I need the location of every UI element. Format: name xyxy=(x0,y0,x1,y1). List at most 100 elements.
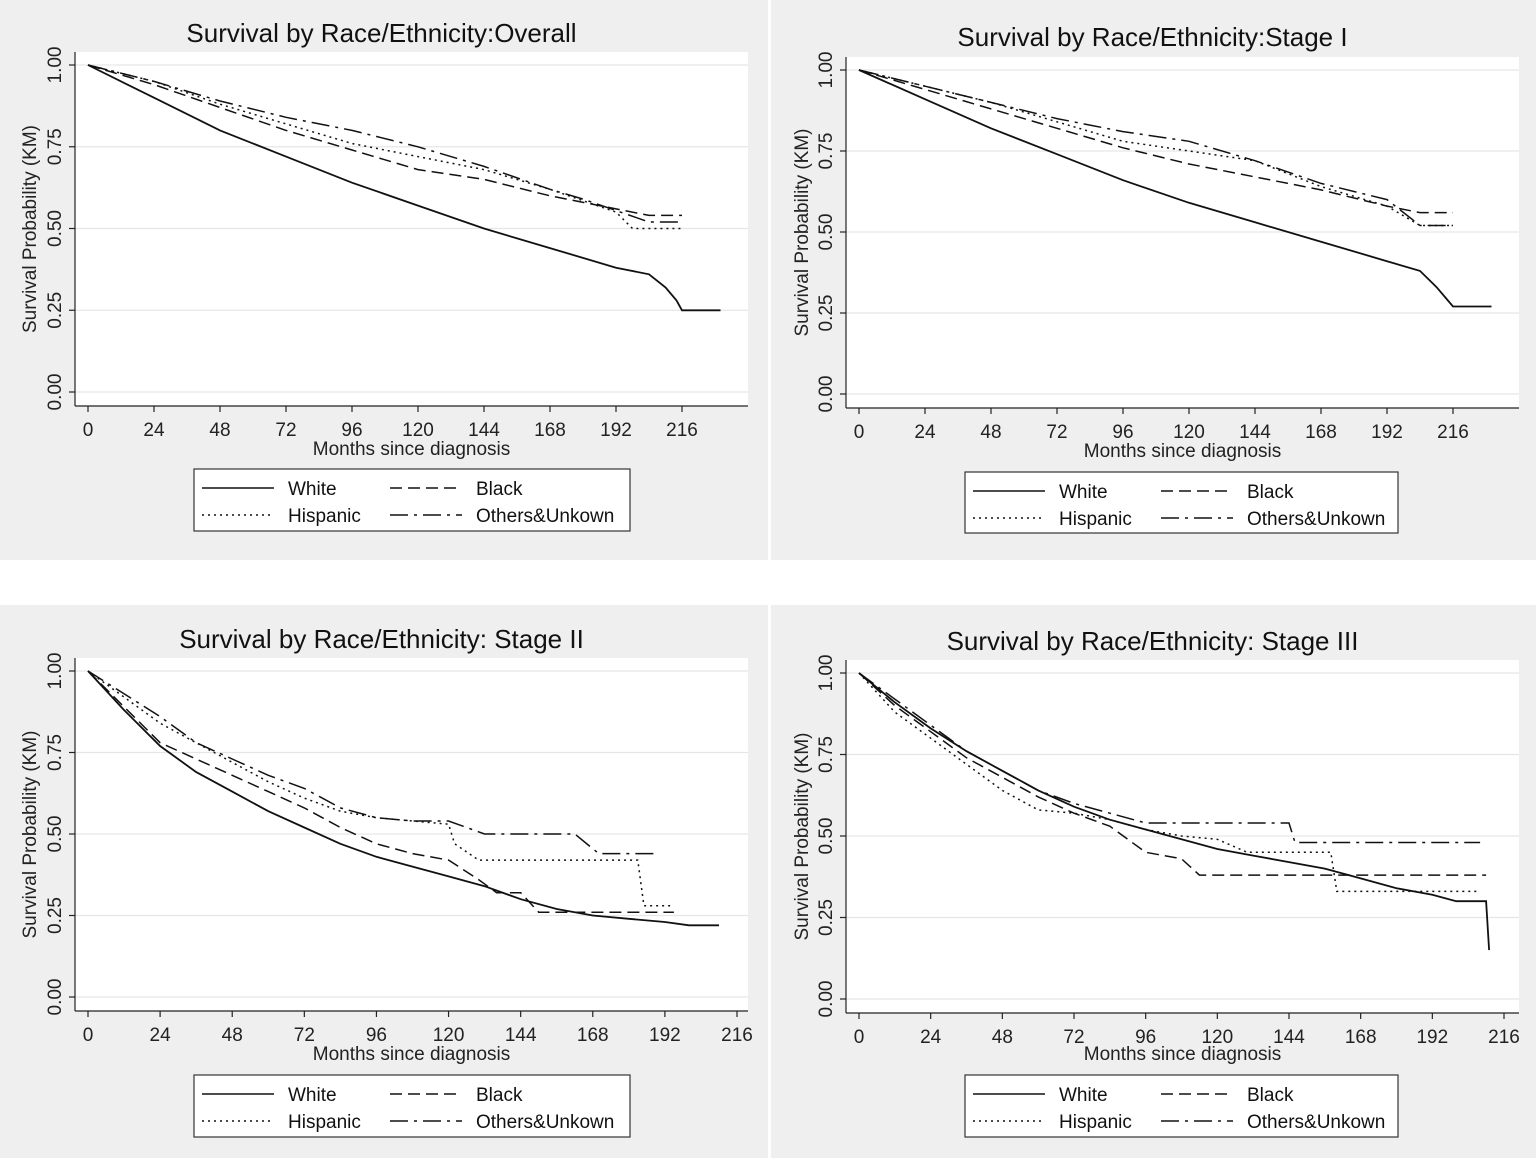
y-tick-label: 0.75 xyxy=(45,128,66,165)
chart-title: Survival by Race/Ethnicity: Stage III xyxy=(947,626,1359,656)
x-tick-label: 168 xyxy=(1345,1027,1377,1048)
series-line-hispanic xyxy=(87,64,682,230)
legend-label: Black xyxy=(476,479,523,500)
chart-panel-stage-ii: 0.00 0.25 0.50 0.75 1.00 0 24 48 72 96 120 144 168 19… xyxy=(0,605,768,1158)
series-line-others-unkown xyxy=(858,69,1453,227)
y-tick-label: 0.50 xyxy=(816,214,837,251)
x-tick-label: 120 xyxy=(402,420,434,441)
chart-title: Survival by Race/Ethnicity: Stage II xyxy=(179,624,584,654)
legend-label: Others&Unkown xyxy=(1247,1112,1385,1133)
x-tick-label: 0 xyxy=(854,422,865,443)
chart-title: Survival by Race/Ethnicity:Overall xyxy=(186,18,576,48)
chart-panel-stage-i: 0.00 0.25 0.50 0.75 1.00 0 24 48 72 96 120 144 168 19… xyxy=(771,0,1536,560)
y-tick-label: 1.00 xyxy=(816,52,837,89)
x-tick-label: 72 xyxy=(275,420,296,441)
series-line-others-unkown xyxy=(87,670,659,855)
y-tick-label: 1.00 xyxy=(45,47,66,84)
y-tick-label: 0.25 xyxy=(45,897,66,934)
series-line-black xyxy=(87,670,674,913)
x-tick-label: 192 xyxy=(1371,422,1403,443)
x-tick-label: 144 xyxy=(1239,422,1271,443)
chart-svg-stage-ii: 0.00 0.25 0.50 0.75 1.00 0 24 48 72 96 120 144 168 19… xyxy=(20,624,753,1138)
series-line-black xyxy=(858,69,1453,214)
y-tick-label: 1.00 xyxy=(816,655,837,692)
x-tick-label: 120 xyxy=(1201,1027,1233,1048)
x-tick-label: 96 xyxy=(1112,422,1133,443)
y-axis-title: Survival Probability (KM) xyxy=(792,129,813,337)
x-tick-label: 168 xyxy=(577,1025,609,1046)
chart-panel-overall: 0.00 0.25 0.50 0.75 1.00 0 24 48 72 96 120 144 168 19… xyxy=(0,0,768,560)
x-tick-label: 144 xyxy=(468,420,500,441)
y-axis-title: Survival Probability (KM) xyxy=(20,731,41,939)
y-tick-label: 0.25 xyxy=(45,292,66,329)
x-tick-label: 144 xyxy=(505,1025,537,1046)
x-tick-label: 48 xyxy=(209,420,230,441)
legend-label: Black xyxy=(476,1085,523,1106)
series-line-hispanic xyxy=(858,69,1453,227)
chart-svg-stage-i: 0.00 0.25 0.50 0.75 1.00 0 24 48 72 96 120 144 168 19… xyxy=(792,22,1519,534)
legend-label: Hispanic xyxy=(288,1112,361,1133)
x-tick-label: 96 xyxy=(366,1025,387,1046)
y-axis-title: Survival Probability (KM) xyxy=(792,733,813,941)
y-tick-label: 0.75 xyxy=(816,133,837,170)
x-tick-label: 72 xyxy=(1063,1027,1084,1048)
series-line-white xyxy=(858,69,1492,308)
legend xyxy=(964,1074,1399,1138)
x-tick-label: 168 xyxy=(1305,422,1337,443)
y-tick-label: 0.00 xyxy=(816,981,837,1018)
legend-label: White xyxy=(1059,482,1108,503)
legend-label: Hispanic xyxy=(1059,509,1132,530)
legend-label: White xyxy=(1059,1085,1108,1106)
y-tick-label: 0.00 xyxy=(816,376,837,413)
chart-svg-stage-iii: 0.00 0.25 0.50 0.75 1.00 0 24 48 72 96 120 144 168 19… xyxy=(792,626,1520,1138)
x-tick-label: 0 xyxy=(854,1027,865,1048)
series-line-white xyxy=(87,670,719,927)
series-line-others-unkown xyxy=(87,64,682,223)
legend-label: White xyxy=(288,479,337,500)
x-tick-label: 24 xyxy=(150,1025,172,1046)
legend-label: Black xyxy=(1247,1085,1294,1106)
x-tick-label: 48 xyxy=(222,1025,243,1046)
y-tick-label: 0.00 xyxy=(45,374,66,411)
y-tick-label: 0.75 xyxy=(45,734,66,771)
y-tick-label: 0.75 xyxy=(816,736,837,773)
x-tick-label: 0 xyxy=(83,1025,94,1046)
x-tick-label: 192 xyxy=(649,1025,681,1046)
x-tick-label: 144 xyxy=(1273,1027,1305,1048)
x-axis-title: Months since diagnosis xyxy=(1084,441,1282,462)
x-tick-label: 48 xyxy=(980,422,1001,443)
x-tick-label: 48 xyxy=(992,1027,1013,1048)
legend-label: Others&Unkown xyxy=(476,506,614,527)
legend-label: Hispanic xyxy=(288,506,361,527)
chart-panel-stage-iii: 0.00 0.25 0.50 0.75 1.00 0 24 48 72 96 120 144 168 19… xyxy=(771,605,1536,1158)
legend xyxy=(193,1074,631,1138)
x-tick-label: 120 xyxy=(433,1025,465,1046)
series-line-black xyxy=(87,64,682,217)
x-tick-label: 216 xyxy=(1488,1027,1520,1048)
x-tick-label: 192 xyxy=(600,420,632,441)
y-tick-label: 0.50 xyxy=(45,816,66,853)
x-tick-label: 216 xyxy=(666,420,698,441)
x-tick-label: 216 xyxy=(721,1025,753,1046)
x-tick-label: 24 xyxy=(143,420,165,441)
legend-label: White xyxy=(288,1085,337,1106)
chart-svg-overall: 0.00 0.25 0.50 0.75 1.00 0 24 48 72 96 120 144 168 19… xyxy=(20,18,748,532)
y-tick-label: 0.00 xyxy=(45,979,66,1016)
x-tick-label: 72 xyxy=(1046,422,1067,443)
x-tick-label: 96 xyxy=(1135,1027,1156,1048)
series-line-black xyxy=(858,672,1487,876)
series-line-white xyxy=(87,64,721,312)
x-tick-label: 72 xyxy=(294,1025,315,1046)
x-tick-label: 24 xyxy=(920,1027,942,1048)
legend-label: Black xyxy=(1247,482,1294,503)
legend xyxy=(964,471,1399,534)
x-tick-label: 192 xyxy=(1416,1027,1448,1048)
y-tick-label: 1.00 xyxy=(45,653,66,690)
series-line-others-unkown xyxy=(858,672,1481,844)
x-tick-label: 96 xyxy=(341,420,362,441)
x-tick-label: 216 xyxy=(1437,422,1469,443)
legend-label: Others&Unkown xyxy=(476,1112,614,1133)
legend-label: Hispanic xyxy=(1059,1112,1132,1133)
x-axis-title: Months since diagnosis xyxy=(313,439,511,460)
x-axis-title: Months since diagnosis xyxy=(313,1044,511,1065)
